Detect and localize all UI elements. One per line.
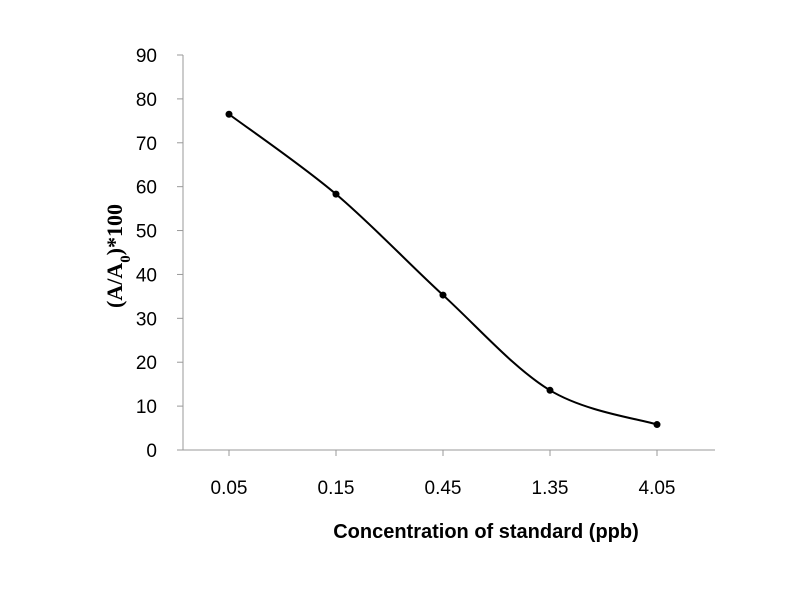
y-tick-label: 50 (136, 222, 157, 243)
y-tick-label: 40 (136, 265, 157, 286)
x-tick-label: 1.35 (532, 478, 569, 499)
data-point (653, 421, 661, 429)
y-tick-label: 90 (136, 46, 157, 67)
x-tick-label: 4.05 (639, 478, 676, 499)
x-tick-label: 0.45 (425, 478, 462, 499)
data-point (332, 190, 340, 198)
y-tick-label: 80 (136, 90, 157, 111)
x-tick-label: 0.15 (318, 478, 355, 499)
data-point (439, 291, 447, 299)
y-tick-label: 0 (146, 441, 157, 462)
series (225, 110, 661, 429)
data-point (225, 110, 233, 118)
y-axis-title-tail: )*100 (102, 204, 127, 255)
y-axis-title-main: (A/A (102, 263, 127, 308)
y-tick-label: 70 (136, 134, 157, 155)
data-point (546, 386, 554, 394)
x-axis-title: Concentration of standard (ppb) (333, 521, 639, 543)
y-axis: 0 10 20 30 40 50 60 70 80 90 (136, 46, 184, 462)
series-line (228, 113, 658, 426)
x-tick-label: 0.05 (211, 478, 248, 499)
y-tick-label: 30 (136, 309, 157, 330)
y-tick-label: 10 (136, 397, 157, 418)
y-tick-label: 60 (136, 178, 157, 199)
y-axis-title-subscript: 0 (118, 255, 134, 263)
y-tick-label: 20 (136, 353, 157, 374)
x-axis: 0.05 0.15 0.45 1.35 4.05 (183, 449, 715, 499)
y-axis-title: (A/A0)*100 (102, 204, 134, 308)
